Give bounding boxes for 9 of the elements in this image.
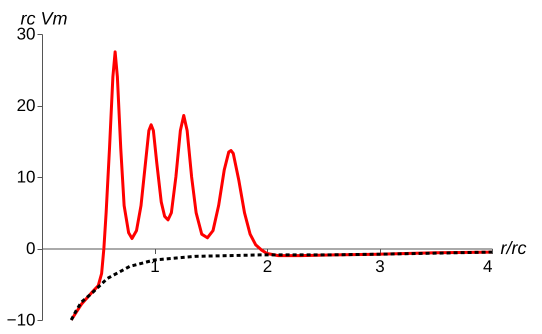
x-axis-title: r/rc	[500, 238, 526, 258]
line-series	[70, 250, 494, 322]
y-tick-label: 0	[26, 239, 36, 258]
y-tick-label: −10	[6, 310, 36, 330]
y-tick-label: 20	[16, 96, 36, 115]
x-tick-label: 2	[262, 257, 272, 276]
y-tick-label: 10	[16, 168, 36, 186]
x-tick-label: 4	[483, 257, 492, 276]
x-tick-label: 3	[375, 257, 385, 276]
